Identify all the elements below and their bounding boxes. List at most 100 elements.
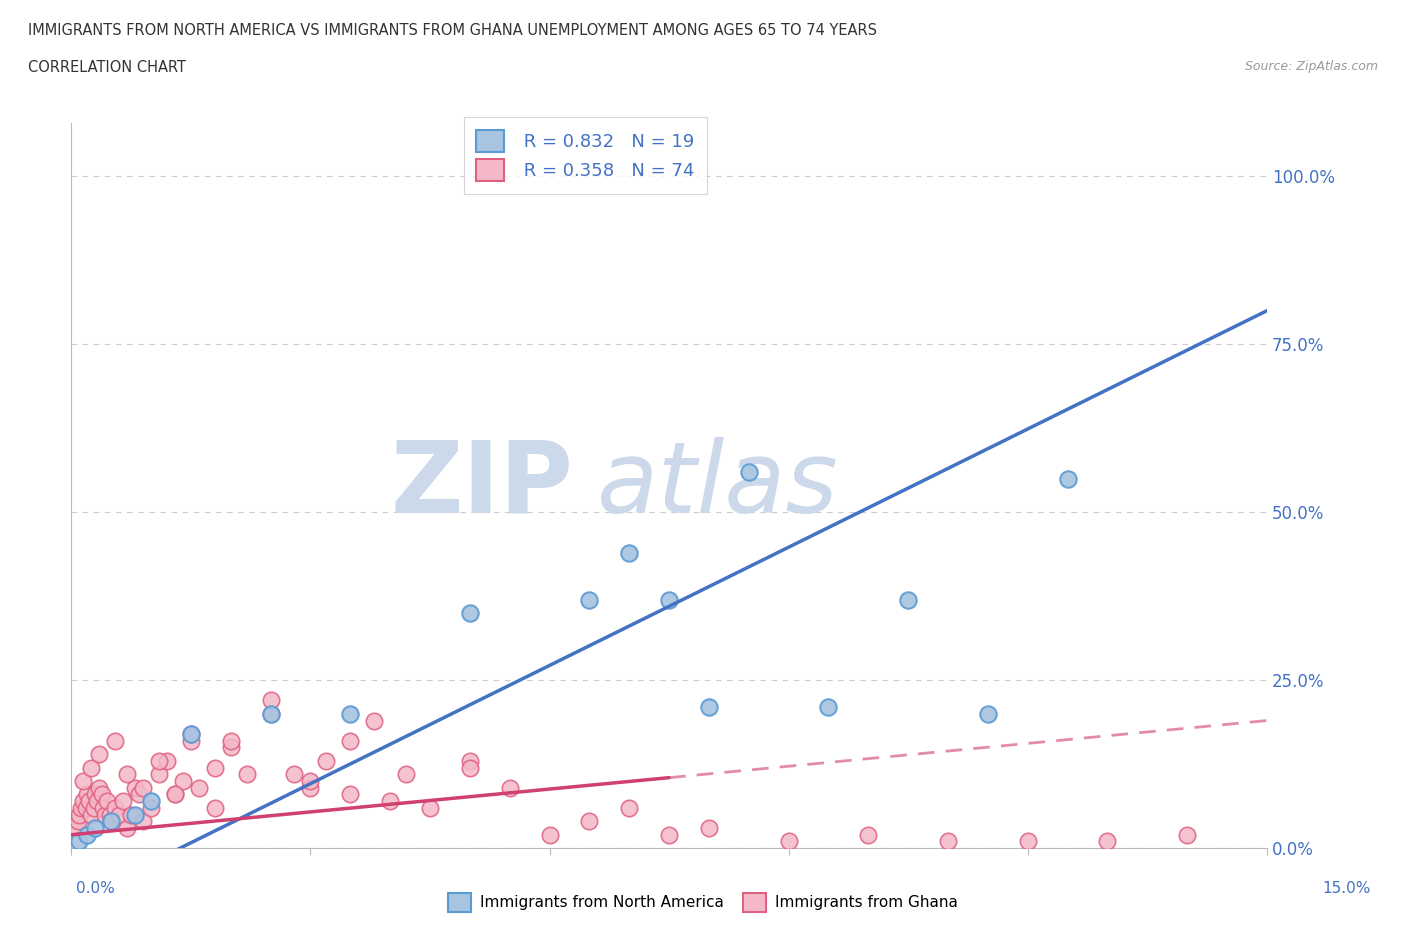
Point [120, 807, 142, 822]
Legend:  R = 0.832   N = 19,  R = 0.358   N = 74: R = 0.832 N = 19, R = 0.358 N = 74 [464, 117, 707, 193]
Point [936, 834, 959, 849]
Point [858, 828, 880, 843]
Point [83, 801, 105, 816]
Point [299, 774, 322, 789]
Point [66, 814, 89, 829]
Point [458, 760, 481, 775]
Point [115, 767, 138, 782]
Point [538, 828, 561, 843]
Point [86, 793, 108, 808]
Point [1175, 828, 1198, 843]
Point [339, 707, 361, 722]
Point [139, 801, 162, 816]
Point [84, 787, 107, 802]
Point [132, 780, 155, 795]
Point [156, 753, 179, 768]
Point [67, 834, 90, 849]
Point [65, 820, 87, 835]
Point [69, 801, 91, 816]
Point [977, 707, 1000, 722]
Point [658, 592, 681, 607]
Point [458, 753, 481, 768]
Point [1056, 472, 1078, 486]
Point [204, 801, 226, 816]
Point [104, 801, 127, 816]
Point [93, 807, 115, 822]
Point [84, 820, 107, 835]
Point [697, 820, 720, 835]
Point [139, 793, 162, 808]
Point [219, 740, 242, 755]
Point [104, 733, 127, 748]
Point [148, 767, 170, 782]
Point [778, 834, 800, 849]
Point [128, 787, 150, 802]
Point [89, 747, 111, 762]
Point [1097, 834, 1119, 849]
Point [897, 592, 920, 607]
Point [619, 801, 641, 816]
Point [77, 793, 100, 808]
Point [100, 814, 122, 829]
Point [124, 807, 146, 822]
Point [578, 814, 600, 829]
Point [75, 801, 97, 816]
Point [100, 814, 122, 829]
Text: 15.0%: 15.0% [1323, 881, 1371, 896]
Point [299, 780, 322, 795]
Point [204, 760, 226, 775]
Point [180, 733, 202, 748]
Point [163, 787, 186, 802]
Point [76, 828, 98, 843]
Point [90, 787, 112, 802]
Point [219, 733, 242, 748]
Point [172, 774, 194, 789]
Text: atlas: atlas [598, 437, 839, 534]
Point [108, 807, 131, 822]
Point [115, 820, 138, 835]
Point [363, 713, 385, 728]
Point [91, 801, 114, 816]
Point [738, 464, 761, 479]
Point [80, 760, 103, 775]
Point [187, 780, 209, 795]
Point [148, 753, 170, 768]
Legend: Immigrants from North America, Immigrants from Ghana: Immigrants from North America, Immigrant… [443, 887, 963, 918]
Point [76, 787, 98, 802]
Point [619, 545, 641, 560]
Point [458, 605, 481, 620]
Point [259, 693, 281, 708]
Point [80, 807, 103, 822]
Point [315, 753, 337, 768]
Point [180, 726, 202, 741]
Point [124, 780, 146, 795]
Point [339, 787, 361, 802]
Point [235, 767, 257, 782]
Text: IMMIGRANTS FROM NORTH AMERICA VS IMMIGRANTS FROM GHANA UNEMPLOYMENT AMONG AGES 6: IMMIGRANTS FROM NORTH AMERICA VS IMMIGRA… [28, 23, 877, 38]
Point [98, 807, 121, 822]
Point [697, 699, 720, 714]
Point [163, 787, 186, 802]
Point [180, 726, 202, 741]
Point [259, 707, 281, 722]
Point [395, 767, 418, 782]
Point [1017, 834, 1039, 849]
Text: 0.0%: 0.0% [76, 881, 115, 896]
Point [339, 733, 361, 748]
Point [817, 699, 839, 714]
Point [283, 767, 305, 782]
Point [578, 592, 600, 607]
Point [89, 780, 111, 795]
Point [378, 793, 401, 808]
Point [419, 801, 441, 816]
Point [132, 814, 155, 829]
Point [112, 793, 135, 808]
Text: ZIP: ZIP [391, 437, 574, 534]
Point [498, 780, 520, 795]
Text: CORRELATION CHART: CORRELATION CHART [28, 60, 186, 75]
Point [96, 793, 118, 808]
Point [72, 793, 94, 808]
Text: Source: ZipAtlas.com: Source: ZipAtlas.com [1244, 60, 1378, 73]
Point [67, 807, 90, 822]
Point [658, 828, 681, 843]
